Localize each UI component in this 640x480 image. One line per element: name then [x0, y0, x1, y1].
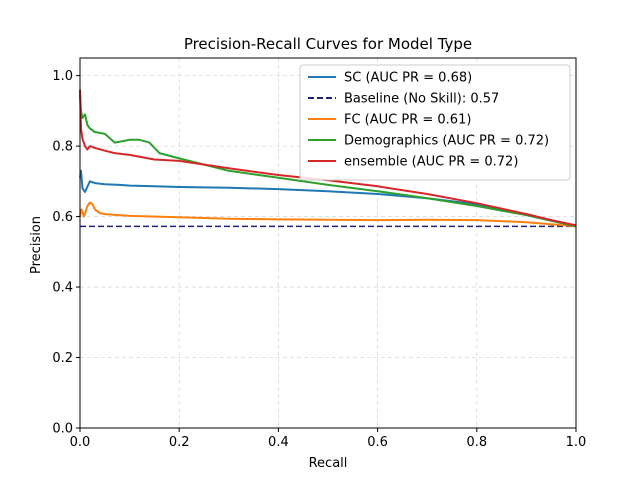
- x-tick-label: 0.2: [169, 435, 190, 450]
- y-axis-label: Precision: [29, 216, 44, 274]
- series-line-4: [79, 89, 577, 227]
- legend-label: Demographics (AUC PR = 0.72): [344, 134, 549, 149]
- x-tick-label: 1.0: [566, 435, 587, 450]
- y-tick-label: 1.0: [52, 69, 73, 84]
- y-tick-label: 0.8: [52, 140, 73, 155]
- x-tick-label: 0.4: [268, 435, 289, 450]
- chart-title: Precision-Recall Curves for Model Type: [184, 35, 472, 53]
- legend-label: SC (AUC PR = 0.68): [344, 71, 472, 86]
- x-tick-label: 0.6: [367, 435, 388, 450]
- y-tick-label: 0.4: [52, 281, 73, 296]
- x-tick-label: 0.0: [70, 435, 91, 450]
- legend-label: FC (AUC PR = 0.61): [344, 113, 471, 128]
- legend-box: [299, 64, 571, 181]
- series-line-2: [79, 201, 577, 228]
- y-tick-label: 0.6: [52, 210, 73, 225]
- legend: SC (AUC PR = 0.68) Baseline (No Skill): 0…: [299, 64, 571, 181]
- legend-label: Baseline (No Skill): 0.57: [344, 92, 499, 107]
- legend-label: ensemble (AUC PR = 0.72): [344, 155, 518, 170]
- series-line-0: [79, 169, 577, 228]
- x-tick-label: 0.8: [466, 435, 487, 450]
- series-line-3: [79, 93, 577, 228]
- y-tick-label: 0.0: [52, 422, 73, 437]
- axis-ticks: 0.0 0.2 0.4 0.6 0.8 1.0 0.0 0.2 0.4 0.6 0.8 1.0: [52, 69, 586, 450]
- series-lines: [79, 89, 577, 228]
- plot-frame: [79, 57, 577, 429]
- y-tick-label: 0.2: [52, 351, 73, 366]
- x-axis-label: Recall: [309, 456, 348, 471]
